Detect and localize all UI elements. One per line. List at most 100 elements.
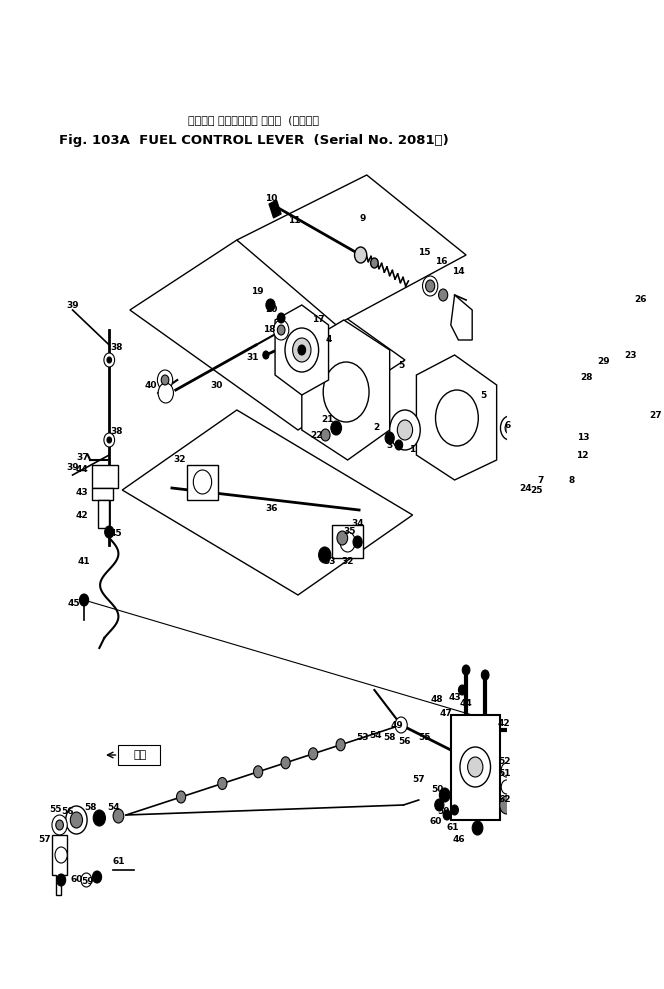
Polygon shape — [333, 525, 363, 558]
Text: 42: 42 — [76, 510, 88, 519]
Circle shape — [451, 805, 458, 815]
Text: 22: 22 — [310, 430, 323, 439]
Circle shape — [501, 763, 512, 777]
Text: 43: 43 — [76, 488, 88, 496]
Circle shape — [612, 341, 623, 355]
Circle shape — [55, 847, 67, 863]
Text: 41: 41 — [78, 558, 90, 567]
Circle shape — [278, 313, 285, 323]
Circle shape — [340, 532, 355, 552]
Circle shape — [395, 440, 402, 450]
Text: 24: 24 — [519, 484, 532, 493]
Circle shape — [161, 375, 169, 385]
Text: 55: 55 — [48, 805, 61, 815]
Circle shape — [113, 809, 124, 823]
Circle shape — [66, 806, 87, 834]
Text: 4: 4 — [325, 335, 332, 344]
Text: 19: 19 — [251, 288, 264, 297]
Circle shape — [104, 433, 115, 447]
Text: 43: 43 — [448, 693, 461, 702]
Circle shape — [542, 450, 554, 466]
Text: 15: 15 — [418, 247, 430, 256]
Circle shape — [462, 665, 470, 675]
Circle shape — [422, 276, 438, 296]
Circle shape — [440, 788, 450, 802]
Text: 59: 59 — [437, 807, 450, 817]
Circle shape — [193, 470, 212, 494]
Circle shape — [472, 821, 483, 835]
Polygon shape — [451, 295, 472, 340]
Text: 58: 58 — [383, 734, 396, 743]
Circle shape — [319, 547, 331, 563]
Circle shape — [337, 531, 348, 545]
Text: 37: 37 — [76, 454, 89, 463]
Text: 52: 52 — [498, 758, 511, 766]
Circle shape — [80, 594, 88, 606]
Text: 35: 35 — [344, 527, 356, 536]
Text: 45: 45 — [110, 529, 122, 538]
Text: 58: 58 — [84, 803, 96, 813]
Text: 16: 16 — [436, 257, 448, 266]
Polygon shape — [513, 378, 567, 422]
Text: 61: 61 — [112, 857, 125, 866]
Text: 6: 6 — [505, 420, 511, 429]
Text: 32: 32 — [341, 558, 354, 567]
Text: 7: 7 — [537, 476, 543, 485]
Text: 21: 21 — [321, 415, 333, 424]
Circle shape — [505, 422, 514, 434]
Text: 54: 54 — [370, 731, 382, 740]
Polygon shape — [122, 410, 412, 595]
Polygon shape — [118, 745, 161, 765]
Circle shape — [331, 421, 341, 435]
Circle shape — [501, 416, 519, 440]
Circle shape — [293, 338, 311, 362]
Circle shape — [353, 536, 362, 548]
Circle shape — [397, 420, 412, 440]
Circle shape — [323, 362, 369, 422]
Circle shape — [263, 351, 269, 359]
Text: 46: 46 — [452, 836, 465, 845]
Circle shape — [158, 383, 173, 403]
Circle shape — [107, 357, 112, 363]
Text: 5: 5 — [481, 391, 487, 400]
Polygon shape — [237, 175, 466, 325]
Text: 57: 57 — [38, 836, 50, 845]
Circle shape — [254, 765, 263, 777]
Text: 56: 56 — [398, 738, 411, 747]
Circle shape — [390, 410, 420, 450]
Text: 50: 50 — [432, 785, 444, 794]
Circle shape — [107, 437, 112, 443]
Text: 57: 57 — [412, 775, 425, 784]
Circle shape — [281, 757, 290, 768]
Circle shape — [371, 258, 378, 268]
Circle shape — [619, 308, 634, 328]
Text: 49: 49 — [391, 721, 404, 730]
Circle shape — [438, 289, 448, 301]
Text: Fig. 103A  FUEL CONTROL LEVER  (Serial No. 2081～): Fig. 103A FUEL CONTROL LEVER (Serial No.… — [59, 134, 449, 146]
Circle shape — [395, 717, 407, 733]
Text: 29: 29 — [598, 357, 610, 367]
Text: フェエル コントロール レバー  (適用号標: フェエル コントロール レバー (適用号標 — [188, 115, 319, 125]
Circle shape — [56, 874, 66, 886]
Polygon shape — [302, 320, 390, 460]
Text: 44: 44 — [76, 466, 88, 475]
Text: 42: 42 — [498, 718, 511, 728]
Circle shape — [531, 466, 539, 478]
Text: 10: 10 — [265, 194, 278, 203]
Text: 56: 56 — [61, 807, 74, 817]
Text: 51: 51 — [498, 768, 511, 777]
Text: 1: 1 — [410, 445, 416, 455]
Text: 12: 12 — [576, 451, 588, 460]
Circle shape — [571, 450, 578, 460]
Polygon shape — [52, 835, 67, 895]
Text: 53: 53 — [356, 733, 369, 742]
Text: 48: 48 — [431, 695, 444, 704]
Polygon shape — [98, 500, 110, 528]
Text: 17: 17 — [312, 315, 325, 324]
Text: 25: 25 — [530, 486, 542, 494]
Polygon shape — [269, 200, 281, 218]
Text: 34: 34 — [351, 518, 364, 527]
Text: 39: 39 — [66, 464, 79, 473]
Circle shape — [309, 748, 317, 760]
Text: 13: 13 — [577, 432, 589, 441]
